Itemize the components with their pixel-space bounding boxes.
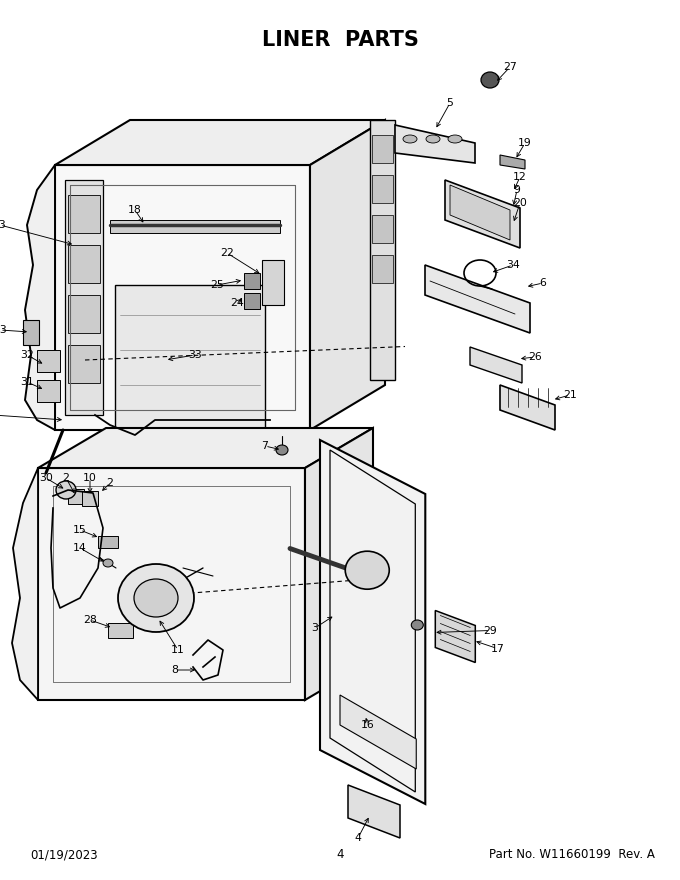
Text: 4: 4 xyxy=(354,833,362,843)
Polygon shape xyxy=(98,536,118,548)
Text: 8: 8 xyxy=(171,665,178,675)
Polygon shape xyxy=(68,245,100,283)
Polygon shape xyxy=(110,220,280,233)
Polygon shape xyxy=(305,428,373,700)
Polygon shape xyxy=(470,347,522,383)
Polygon shape xyxy=(12,468,38,700)
Text: 27: 27 xyxy=(503,62,517,72)
Polygon shape xyxy=(68,489,84,504)
Ellipse shape xyxy=(118,564,194,632)
Polygon shape xyxy=(500,385,555,430)
Text: 2: 2 xyxy=(63,473,69,483)
Text: 21: 21 xyxy=(563,390,577,400)
Ellipse shape xyxy=(411,620,423,630)
Ellipse shape xyxy=(103,559,113,567)
Polygon shape xyxy=(38,428,373,468)
Text: 11: 11 xyxy=(171,645,185,655)
Text: 14: 14 xyxy=(73,543,87,553)
Polygon shape xyxy=(68,345,100,383)
Text: 7: 7 xyxy=(262,441,269,451)
Text: 19: 19 xyxy=(518,138,532,148)
Polygon shape xyxy=(435,611,475,663)
Text: 4: 4 xyxy=(336,848,344,862)
Text: 20: 20 xyxy=(513,198,527,208)
Text: 34: 34 xyxy=(506,260,520,270)
Polygon shape xyxy=(23,320,39,345)
Ellipse shape xyxy=(426,135,440,143)
Polygon shape xyxy=(68,295,100,333)
Ellipse shape xyxy=(448,135,462,143)
Text: 3: 3 xyxy=(311,623,318,633)
Text: 18: 18 xyxy=(128,205,142,215)
Polygon shape xyxy=(320,440,425,804)
Text: 13: 13 xyxy=(0,220,7,230)
Text: 01/19/2023: 01/19/2023 xyxy=(30,848,98,862)
Polygon shape xyxy=(348,785,400,838)
Polygon shape xyxy=(425,265,530,333)
Polygon shape xyxy=(38,468,305,700)
Text: LINER  PARTS: LINER PARTS xyxy=(262,30,418,50)
Text: Part No. W11660199  Rev. A: Part No. W11660199 Rev. A xyxy=(489,848,655,862)
Text: 6: 6 xyxy=(539,278,547,288)
Ellipse shape xyxy=(403,135,417,143)
Text: 15: 15 xyxy=(73,525,87,535)
Polygon shape xyxy=(372,175,393,203)
Polygon shape xyxy=(372,135,393,163)
Polygon shape xyxy=(108,623,133,638)
Polygon shape xyxy=(115,285,265,435)
Ellipse shape xyxy=(134,579,178,617)
Polygon shape xyxy=(65,180,103,415)
Text: 10: 10 xyxy=(83,473,97,483)
Text: 16: 16 xyxy=(361,720,375,730)
Polygon shape xyxy=(310,120,385,430)
Text: 24: 24 xyxy=(230,298,244,308)
Text: 2: 2 xyxy=(107,478,114,488)
Polygon shape xyxy=(68,195,100,233)
Polygon shape xyxy=(55,120,385,165)
Ellipse shape xyxy=(345,551,389,590)
Polygon shape xyxy=(500,155,525,169)
Polygon shape xyxy=(37,380,60,402)
Text: 23: 23 xyxy=(0,325,7,335)
Text: 25: 25 xyxy=(210,280,224,290)
Polygon shape xyxy=(372,215,393,243)
Polygon shape xyxy=(372,255,393,283)
Text: 29: 29 xyxy=(483,626,497,635)
Text: 12: 12 xyxy=(513,172,527,182)
Polygon shape xyxy=(450,185,510,240)
Text: 32: 32 xyxy=(20,350,34,360)
Polygon shape xyxy=(55,165,310,430)
Polygon shape xyxy=(262,260,284,305)
Polygon shape xyxy=(82,491,98,506)
Text: 9: 9 xyxy=(513,185,520,195)
Text: 30: 30 xyxy=(39,473,53,483)
Polygon shape xyxy=(244,293,260,309)
Text: 31: 31 xyxy=(20,377,34,387)
Polygon shape xyxy=(244,273,260,289)
Text: 28: 28 xyxy=(83,615,97,625)
Ellipse shape xyxy=(56,481,76,499)
Polygon shape xyxy=(395,125,475,163)
Polygon shape xyxy=(340,695,416,769)
Text: 33: 33 xyxy=(188,350,202,360)
Ellipse shape xyxy=(276,445,288,455)
Polygon shape xyxy=(25,165,55,430)
Text: 22: 22 xyxy=(220,248,234,258)
Text: 17: 17 xyxy=(490,643,504,654)
Text: 26: 26 xyxy=(528,352,542,362)
Polygon shape xyxy=(37,350,60,372)
Polygon shape xyxy=(445,180,520,248)
Ellipse shape xyxy=(481,72,499,88)
Text: 5: 5 xyxy=(447,98,454,108)
Polygon shape xyxy=(370,120,395,380)
